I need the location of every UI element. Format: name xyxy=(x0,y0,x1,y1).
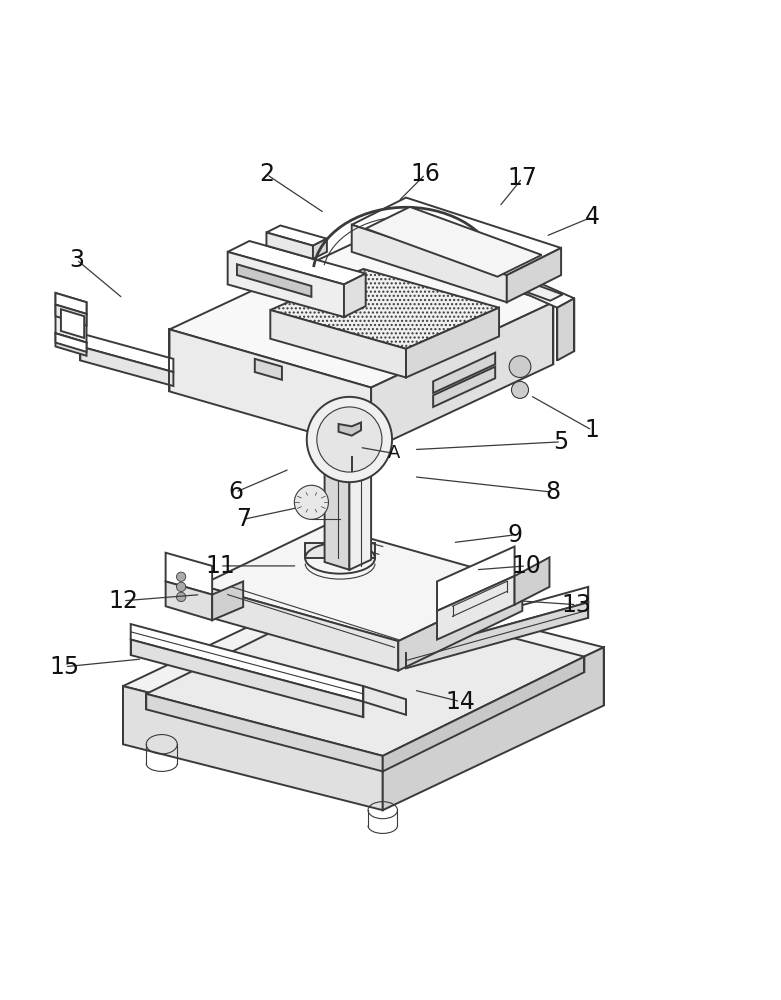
Text: 11: 11 xyxy=(205,554,235,578)
Text: 15: 15 xyxy=(50,655,80,679)
Text: 3: 3 xyxy=(69,248,84,272)
Polygon shape xyxy=(55,333,87,356)
Polygon shape xyxy=(201,585,398,671)
Polygon shape xyxy=(270,269,499,349)
Polygon shape xyxy=(55,333,87,352)
Text: 1: 1 xyxy=(585,418,600,442)
Text: 5: 5 xyxy=(554,430,569,454)
Polygon shape xyxy=(146,694,383,771)
Circle shape xyxy=(509,356,531,377)
Polygon shape xyxy=(344,274,366,317)
Polygon shape xyxy=(166,581,212,620)
Polygon shape xyxy=(166,553,212,595)
Polygon shape xyxy=(433,367,495,407)
Polygon shape xyxy=(383,657,584,771)
Polygon shape xyxy=(80,346,173,386)
Polygon shape xyxy=(317,419,348,440)
Circle shape xyxy=(294,485,329,519)
Polygon shape xyxy=(406,602,588,668)
Circle shape xyxy=(177,592,186,602)
Polygon shape xyxy=(507,248,561,302)
Polygon shape xyxy=(212,581,243,620)
Polygon shape xyxy=(351,198,561,275)
Text: 2: 2 xyxy=(259,162,274,186)
Text: 9: 9 xyxy=(507,523,522,547)
Polygon shape xyxy=(201,526,522,641)
Polygon shape xyxy=(227,252,344,317)
Circle shape xyxy=(177,572,186,581)
Polygon shape xyxy=(266,232,313,259)
Text: 16: 16 xyxy=(411,162,440,186)
Polygon shape xyxy=(270,310,406,377)
Text: A: A xyxy=(388,444,401,462)
Polygon shape xyxy=(255,359,282,380)
Polygon shape xyxy=(123,581,604,752)
Polygon shape xyxy=(483,266,574,308)
Polygon shape xyxy=(55,305,87,326)
Text: 13: 13 xyxy=(562,593,591,617)
Polygon shape xyxy=(325,291,349,570)
Polygon shape xyxy=(398,581,522,671)
Text: 17: 17 xyxy=(508,166,537,190)
Polygon shape xyxy=(146,595,584,756)
Text: 12: 12 xyxy=(108,589,138,613)
Polygon shape xyxy=(237,264,312,297)
Polygon shape xyxy=(313,239,327,259)
Circle shape xyxy=(307,397,392,482)
Text: 8: 8 xyxy=(546,480,561,504)
Polygon shape xyxy=(80,333,173,372)
Text: 4: 4 xyxy=(585,205,600,229)
Text: 14: 14 xyxy=(445,690,475,714)
Circle shape xyxy=(317,407,382,472)
Polygon shape xyxy=(363,686,406,715)
Polygon shape xyxy=(406,587,588,653)
Polygon shape xyxy=(317,408,371,428)
Polygon shape xyxy=(351,225,507,302)
Polygon shape xyxy=(130,640,363,717)
Polygon shape xyxy=(55,293,87,314)
Polygon shape xyxy=(437,547,515,611)
Circle shape xyxy=(512,381,529,398)
Polygon shape xyxy=(266,225,327,246)
Polygon shape xyxy=(169,329,371,450)
Polygon shape xyxy=(383,647,604,810)
Circle shape xyxy=(177,582,186,592)
Polygon shape xyxy=(55,293,87,343)
Polygon shape xyxy=(325,288,371,306)
Polygon shape xyxy=(557,298,574,360)
Polygon shape xyxy=(123,686,383,810)
Polygon shape xyxy=(433,353,495,393)
Text: 10: 10 xyxy=(512,554,541,578)
Polygon shape xyxy=(349,288,371,570)
Polygon shape xyxy=(371,302,554,450)
Polygon shape xyxy=(366,207,542,277)
Polygon shape xyxy=(348,417,371,440)
Polygon shape xyxy=(61,309,84,338)
Polygon shape xyxy=(169,244,554,388)
Polygon shape xyxy=(338,422,361,436)
Polygon shape xyxy=(497,275,562,301)
Text: 6: 6 xyxy=(228,480,243,504)
Polygon shape xyxy=(305,543,375,558)
Polygon shape xyxy=(406,308,499,377)
Polygon shape xyxy=(227,241,366,284)
Text: 7: 7 xyxy=(236,507,251,531)
Polygon shape xyxy=(437,576,515,640)
Polygon shape xyxy=(130,624,363,702)
Polygon shape xyxy=(515,557,550,605)
